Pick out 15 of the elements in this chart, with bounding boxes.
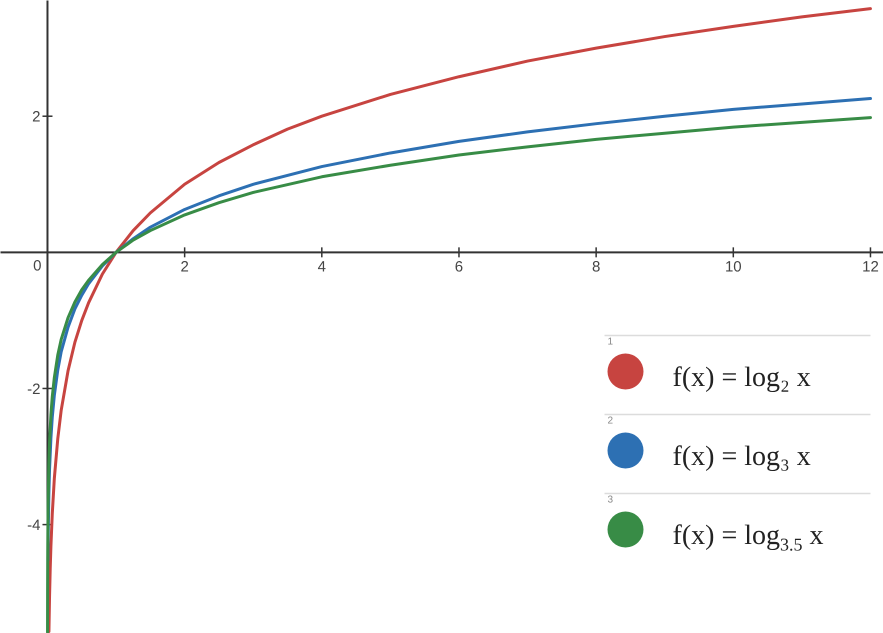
x-tick-label: 10 [724,258,742,276]
x-tick-label: 4 [318,258,326,276]
y-tick-label: 2 [32,108,40,126]
annotation: 3 [608,494,614,506]
x-tick-label: 2 [180,258,189,276]
annotation: 2 [608,416,614,426]
legend-label: f(x) = log₃ x [672,441,811,472]
x-tick-label: 6 [454,258,464,276]
x-tick-label: 12 [862,258,879,276]
y-tick-label: -4 [27,517,40,534]
y-tick-label: -2 [27,380,40,398]
annotation: 1 [608,336,614,348]
x-tick-label: 8 [592,258,600,276]
x-tick-label: 0 [33,257,42,274]
legend-label: f(x) = log₂ x [672,362,811,393]
